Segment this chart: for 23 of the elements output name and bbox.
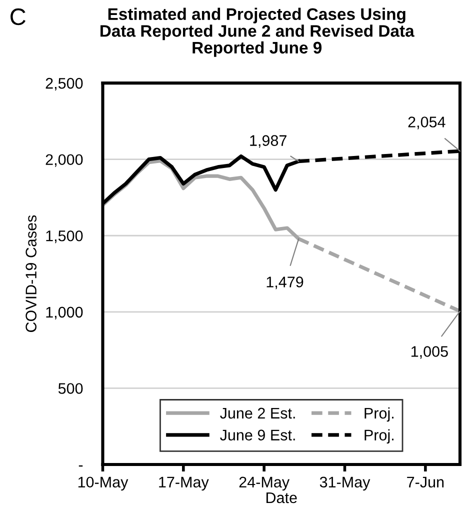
x-tick-label: 7-Jun [407, 476, 444, 488]
y-tick-label: - [78, 465, 83, 467]
x-tick-label: 31-May [320, 476, 370, 491]
annotation: 1,987 [250, 135, 286, 148]
y-tick-label: 1,000 [46, 306, 83, 320]
y-tick-label: 1,500 [46, 230, 83, 244]
x-tick-label: 10-May [78, 476, 128, 491]
legend-label: Proj. [364, 407, 394, 422]
legend-label: June 2 Est. [220, 408, 295, 419]
chart-title: Estimated and Projected Cases Using Data Reported June 2 and Revised Data Reported June 9 [100, 8, 414, 57]
x-tick-label: 24-May [239, 476, 290, 491]
legend-label: Proj. [364, 429, 394, 444]
y-tick-label: 500 [58, 383, 83, 394]
legend-label: June 9 Est. [220, 430, 295, 440]
text: C [10, 8, 26, 26]
y-tick-label: 2,500 [46, 78, 83, 91]
y-axis-title: COVID-19 Cases [26, 215, 36, 332]
annotation: 2,054 [408, 116, 446, 130]
annotation: 1,479 [266, 276, 304, 290]
x-tick-label: 17-May [159, 476, 209, 491]
x-axis-title: Date [266, 492, 297, 504]
y-tick-label: 2,000 [46, 154, 83, 167]
annotation: 1,005 [411, 346, 448, 359]
